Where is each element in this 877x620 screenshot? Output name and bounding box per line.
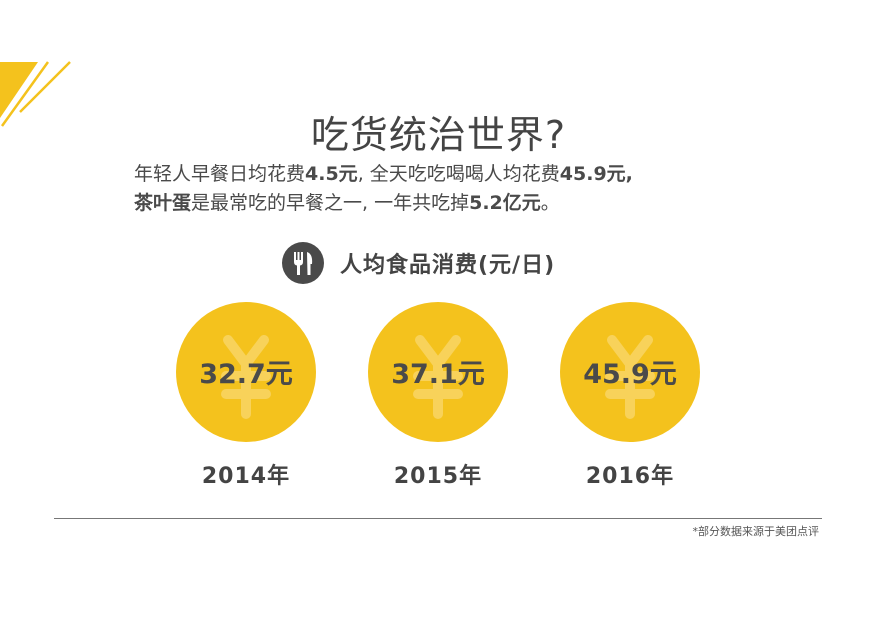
section-header: 人均食品消费(元/日)	[282, 242, 555, 284]
coin: 45.9元	[560, 302, 700, 442]
coin-value: 45.9元	[583, 359, 677, 390]
daily-spend-value: 45.9元,	[559, 163, 633, 185]
coin-2014: 32.7元 2014年	[176, 302, 316, 490]
corner-stripes	[0, 61, 71, 127]
coin-value: 37.1元	[391, 359, 485, 390]
section-title: 人均食品消费(元/日)	[340, 253, 556, 278]
page-title: 吃货统治世界?	[310, 113, 567, 157]
year-label: 2016年	[585, 464, 675, 489]
divider	[54, 518, 822, 519]
year-label: 2015年	[393, 464, 483, 489]
coin: 32.7元	[176, 302, 316, 442]
year-label: 2014年	[201, 464, 291, 489]
coin-2015: 37.1元 2015年	[368, 302, 508, 490]
tea-egg-total-value: 5.2亿元	[469, 192, 541, 214]
description-line-2: 茶叶蛋是最常吃的早餐之一, 一年共吃掉5.2亿元。	[134, 192, 560, 214]
coin-value: 32.7元	[199, 359, 293, 390]
breakfast-spend-value: 4.5元	[305, 163, 358, 185]
yen-icon	[221, 335, 271, 419]
description: 年轻人早餐日均花费4.5元, 全天吃吃喝喝人均花费45.9元, 茶叶蛋是最常吃的…	[134, 160, 834, 218]
yen-icon	[605, 335, 655, 419]
tea-egg-label: 茶叶蛋	[134, 192, 192, 214]
coin: 37.1元	[368, 302, 508, 442]
coin-2016: 45.9元 2016年	[560, 302, 700, 490]
yen-icon	[413, 335, 463, 419]
description-line-1: 年轻人早餐日均花费4.5元, 全天吃吃喝喝人均花费45.9元,	[134, 163, 633, 185]
source-note: *部分数据来源于美团点评	[692, 525, 820, 538]
fork-knife-icon	[282, 242, 324, 284]
